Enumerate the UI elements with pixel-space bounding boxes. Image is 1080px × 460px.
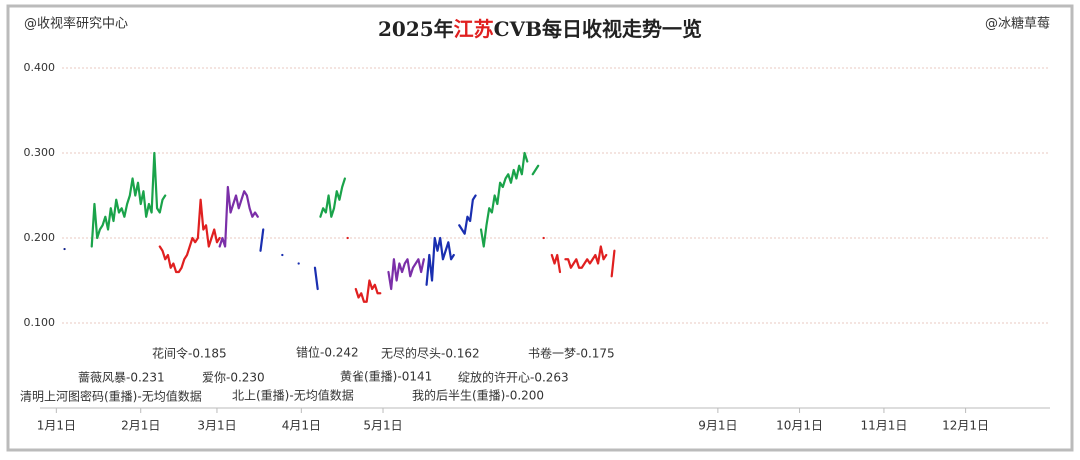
y-tick-label: 0.400 bbox=[24, 61, 56, 74]
title-part: 江苏 bbox=[454, 17, 494, 41]
series-line bbox=[346, 236, 382, 303]
title-part: 2025年 bbox=[378, 17, 454, 41]
x-tick-label: 3月1日 bbox=[197, 419, 236, 433]
frame bbox=[6, 4, 1074, 452]
series-line bbox=[479, 151, 540, 248]
annotation: 我的后半生(重播)-0.200 bbox=[412, 388, 544, 403]
series-line bbox=[218, 185, 259, 248]
x-tick-label: 5月1日 bbox=[363, 419, 402, 433]
title-part: CVB每日收视走势一览 bbox=[494, 17, 702, 41]
annotation: 花间令-0.185 bbox=[152, 346, 227, 361]
y-tick-label: 0.100 bbox=[24, 316, 56, 329]
header-left: @收视率研究中心 bbox=[24, 16, 128, 32]
header-right: @冰糖草莓 bbox=[985, 16, 1050, 32]
x-tick-label: 10月1日 bbox=[776, 419, 823, 433]
x-tick-label: 4月1日 bbox=[282, 419, 321, 433]
annotation: 爱你-0.230 bbox=[202, 371, 265, 385]
annotation: 书卷一梦-0.175 bbox=[528, 346, 615, 361]
x-tick-label: 12月1日 bbox=[942, 419, 989, 433]
x-tick-label: 11月1日 bbox=[860, 419, 907, 433]
annotation: 蔷薇风暴-0.231 bbox=[78, 371, 165, 385]
chart-title: 2025年江苏CVB每日收视走势一览 bbox=[378, 17, 702, 41]
series-line bbox=[259, 228, 319, 291]
annotation: 错位-0.242 bbox=[296, 345, 359, 360]
series-line bbox=[387, 258, 425, 291]
series-line bbox=[90, 151, 167, 248]
y-tick-label: 0.300 bbox=[24, 146, 56, 159]
x-tick-label: 1月1日 bbox=[37, 419, 76, 433]
y-tick-label: 0.200 bbox=[24, 231, 56, 244]
x-tick-label: 2月1日 bbox=[121, 419, 160, 433]
series-line bbox=[158, 198, 221, 274]
x-tick-label: 9月1日 bbox=[698, 419, 737, 433]
series-line bbox=[425, 194, 477, 286]
series-line bbox=[319, 177, 347, 218]
annotation: 无尽的尽头-0.162 bbox=[381, 346, 480, 361]
annotation: 清明上河图密码(重播)-无均值数据 bbox=[20, 389, 202, 404]
series-line bbox=[542, 236, 616, 278]
annotation: 北上(重播)-无均值数据 bbox=[232, 388, 354, 403]
annotation: 黄雀(重播)-0141 bbox=[340, 370, 432, 384]
annotation: 绽放的许开心-0.263 bbox=[458, 370, 569, 385]
